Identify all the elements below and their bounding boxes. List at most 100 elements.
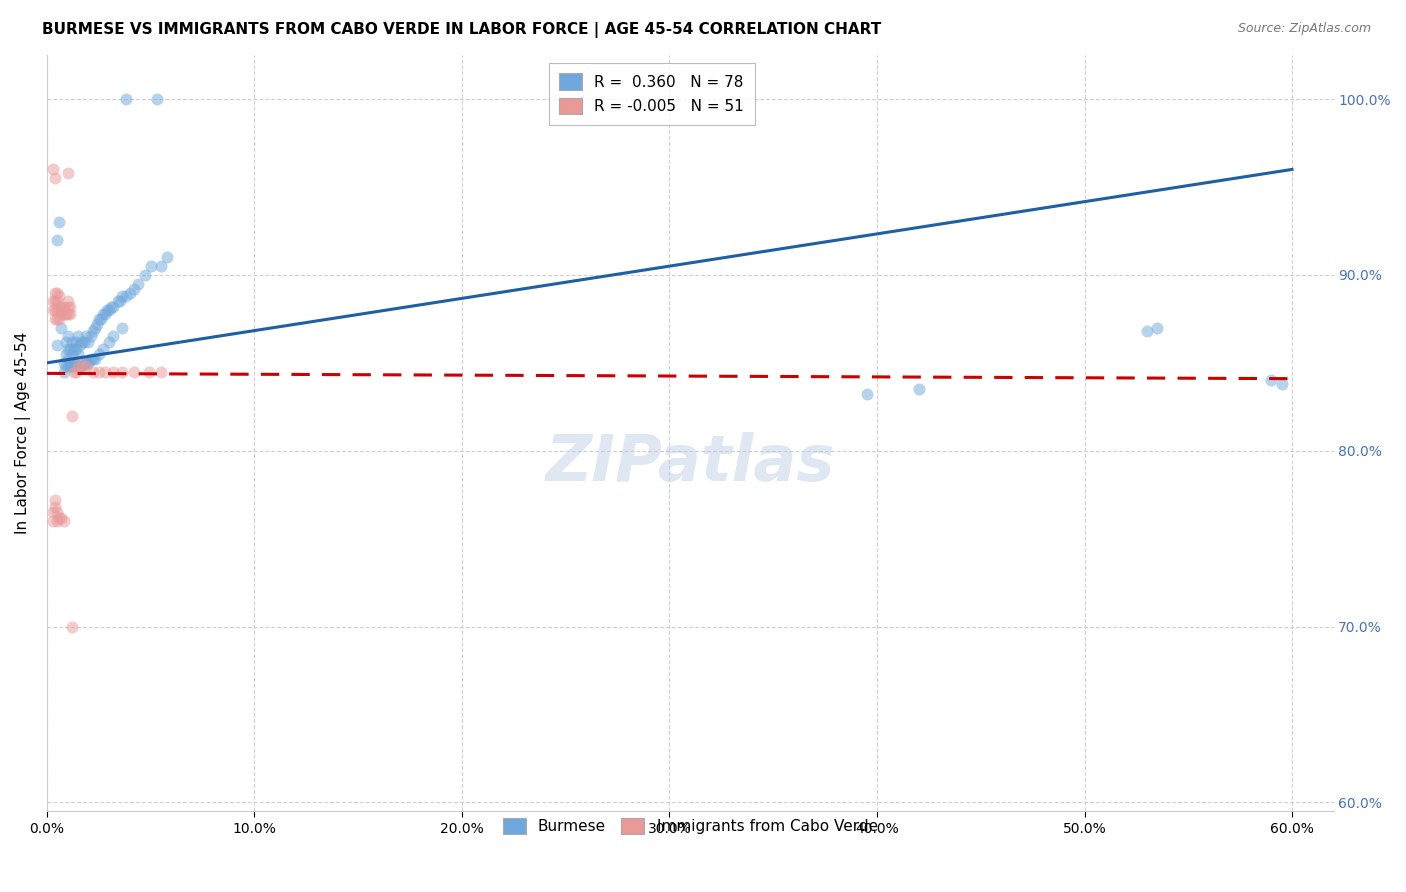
Point — [60, 334, 83, 349]
Point — [63, 365, 86, 379]
Point — [46, 514, 69, 528]
Point — [70, 359, 93, 374]
Point — [855, 387, 877, 401]
Point — [83, 352, 105, 367]
Point — [60, 619, 83, 633]
Point — [56, 307, 79, 321]
Point — [59, 307, 82, 321]
Text: ZIPatlas: ZIPatlas — [546, 433, 835, 494]
Point — [86, 317, 108, 331]
Text: Source: ZipAtlas.com: Source: ZipAtlas.com — [1237, 22, 1371, 36]
Point — [52, 356, 75, 370]
Point — [60, 359, 83, 374]
Point — [52, 365, 75, 379]
Point — [156, 250, 179, 264]
Point — [139, 259, 162, 273]
Point — [42, 162, 65, 177]
Point — [63, 356, 86, 370]
Point — [46, 338, 69, 352]
Point — [42, 294, 65, 309]
Point — [75, 329, 97, 343]
Point — [46, 233, 69, 247]
Point — [42, 505, 65, 519]
Point — [146, 92, 169, 106]
Point — [56, 166, 79, 180]
Point — [77, 334, 100, 349]
Point — [73, 356, 96, 370]
Point — [114, 289, 136, 303]
Legend: Burmese, Immigrants from Cabo Verde: Burmese, Immigrants from Cabo Verde — [492, 807, 889, 845]
Point — [55, 347, 77, 361]
Point — [59, 342, 82, 356]
Point — [77, 356, 100, 370]
Point — [91, 342, 114, 356]
Point — [63, 342, 86, 356]
Point — [75, 359, 97, 374]
Point — [60, 347, 83, 361]
Point — [48, 289, 70, 303]
Point — [56, 342, 79, 356]
Point — [44, 294, 66, 309]
Point — [44, 303, 66, 318]
Point — [46, 294, 69, 309]
Point — [107, 294, 129, 309]
Point — [52, 307, 75, 321]
Point — [122, 365, 145, 379]
Point — [67, 359, 90, 374]
Point — [100, 300, 122, 314]
Point — [907, 382, 929, 396]
Point — [122, 282, 145, 296]
Point — [67, 329, 90, 343]
Point — [114, 92, 136, 106]
Point — [63, 359, 86, 374]
Y-axis label: In Labor Force | Age 45-54: In Labor Force | Age 45-54 — [15, 332, 31, 534]
Point — [70, 334, 93, 349]
Point — [150, 259, 173, 273]
Point — [51, 300, 73, 314]
Point — [55, 334, 77, 349]
Point — [56, 329, 79, 343]
Point — [65, 334, 87, 349]
Point — [87, 311, 110, 326]
Point — [1146, 320, 1168, 334]
Point — [44, 493, 66, 508]
Point — [46, 303, 69, 318]
Point — [1271, 376, 1294, 391]
Point — [82, 352, 104, 367]
Point — [1136, 324, 1159, 338]
Point — [138, 365, 160, 379]
Point — [56, 300, 79, 314]
Point — [48, 215, 70, 229]
Point — [65, 365, 87, 379]
Point — [90, 311, 112, 326]
Point — [79, 329, 101, 343]
Point — [52, 300, 75, 314]
Point — [103, 300, 125, 314]
Point — [51, 303, 73, 318]
Point — [82, 365, 104, 379]
Point — [98, 303, 121, 318]
Point — [103, 365, 125, 379]
Point — [1260, 373, 1282, 387]
Point — [44, 500, 66, 514]
Point — [48, 311, 70, 326]
Point — [56, 294, 79, 309]
Point — [118, 285, 141, 300]
Point — [65, 342, 87, 356]
Point — [51, 307, 73, 321]
Point — [59, 356, 82, 370]
Point — [65, 359, 87, 374]
Point — [60, 356, 83, 370]
Point — [56, 359, 79, 374]
Point — [91, 307, 114, 321]
Point — [94, 365, 117, 379]
Point — [111, 365, 134, 379]
Point — [42, 303, 65, 318]
Point — [87, 365, 110, 379]
Point — [67, 359, 90, 374]
Point — [94, 307, 117, 321]
Point — [67, 347, 90, 361]
Point — [51, 320, 73, 334]
Point — [59, 300, 82, 314]
Point — [48, 300, 70, 314]
